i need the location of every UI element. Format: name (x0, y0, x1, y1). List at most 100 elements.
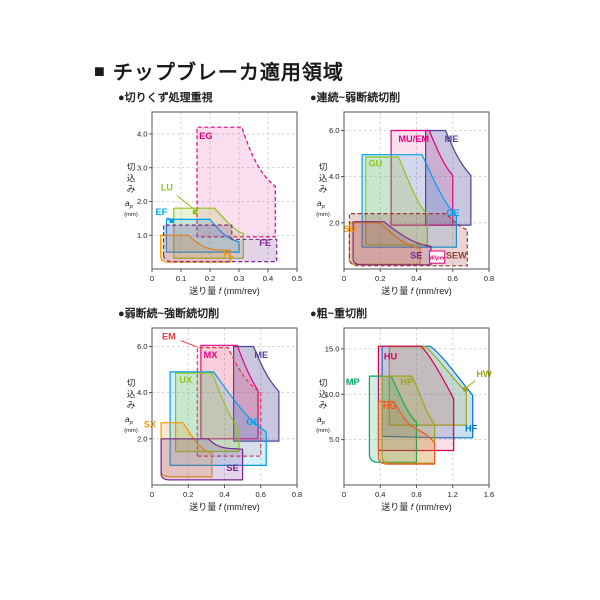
region-label-MX: MX (204, 350, 219, 360)
x-axis-title: 送り量 f (mm/rev) (381, 501, 452, 512)
region-SE (352, 221, 432, 266)
region-label-FL: FL (223, 249, 235, 259)
y-axis-symbol: ap (125, 198, 134, 210)
region-EG (196, 126, 276, 238)
region-label-UX: UX (179, 375, 193, 385)
leader-line-HW (466, 380, 476, 388)
region-label-MP: MP (346, 377, 360, 387)
page-title-text: チップブレーカ適用領域 (112, 62, 344, 84)
chart-canvas-c3: ME MX EM GE UX SX SE 0 0.2 0.4 0.6 0.8 2.0 4.0 6.0 送り量 … (124, 327, 302, 512)
chart-subtitle: ●弱断続~強断続切削 (118, 308, 220, 320)
y-tick-label: 5.0 (329, 435, 340, 444)
x-tick-label: 0.2 (183, 490, 194, 499)
y-axis-title-char: 切 (127, 378, 136, 388)
region-label-HW: HW (476, 369, 492, 379)
y-tick-label: 6.0 (137, 342, 148, 351)
y-tick-label: 2.0 (329, 218, 340, 227)
region-label-GE: GE (446, 208, 459, 218)
region-label-SEW: SEW (446, 251, 467, 261)
y-axis-title-char: み (127, 184, 136, 194)
wiper-badge (429, 250, 446, 264)
region-label-HG: HG (383, 401, 397, 411)
x-tick-label: 1.2 (447, 490, 458, 499)
x-tick-label: 0 (150, 490, 154, 499)
region-ME (233, 345, 280, 442)
x-tick-label: 0.4 (219, 490, 230, 499)
region-label-ME: ME (254, 350, 268, 360)
chart-canvas-c2: Wiper ME MU/EM GE GU SU SE SEW 0 0.2 0.4 0.6 0.8 2.0 4… (316, 111, 495, 296)
region-label-HP: HP (400, 377, 413, 387)
x-tick-label: 0 (150, 274, 154, 283)
y-tick-label: 10.0 (325, 390, 340, 399)
region-FE (163, 224, 278, 263)
x-tick-label: 0.2 (375, 274, 386, 283)
x-tick-label: 0.8 (484, 274, 495, 283)
y-axis-title-char: 込 (319, 389, 328, 399)
region-label-GU: GU (368, 158, 382, 168)
x-tick-label: 0.5 (292, 274, 303, 283)
x-tick-label: 0.4 (263, 274, 274, 283)
region-SE (160, 438, 244, 481)
region-LU (173, 207, 244, 259)
region-label-SE: SE (410, 251, 422, 261)
y-axis-symbol: ap (125, 414, 134, 426)
marker-square-HW (463, 387, 468, 392)
region-label-EM: EM (162, 332, 176, 342)
chart-subtitle: ●粗~重切削 (310, 308, 368, 320)
chart-rough-heavy-cutting: ●粗~重切削 HF HW HU MP HP HG 0 0.4 0.8 1.2 1.6 5.0 10.0 1… (310, 308, 510, 518)
y-axis-symbol: ap (317, 414, 326, 426)
region-ME (425, 129, 472, 226)
y-axis-title-char: み (319, 184, 328, 194)
chart-light-heavy-interrupted: ●弱断続~強断続切削 ME MX EM GE UX SX SE 0 0.2 0.4 0.6 0.8 2.… (118, 308, 318, 518)
x-tick-label: 0 (342, 274, 346, 283)
x-tick-label: 0 (342, 490, 346, 499)
chart-canvas-c1: EG LU EF FL FE 0 0.1 0.2 0.3 0.4 0.5 1.0 2.0 3.0 4.0 送り… (124, 111, 303, 296)
x-axis-title: 送り量 f (mm/rev) (189, 285, 260, 296)
x-axis-title: 送り量 f (mm/rev) (189, 501, 260, 512)
x-tick-label: 0.2 (205, 274, 216, 283)
y-axis-title-char: み (127, 400, 136, 410)
x-tick-label: 0.4 (375, 490, 386, 499)
region-label-EF: EF (155, 207, 167, 217)
chart-canvas-c4: HF HW HU MP HP HG 0 0.4 0.8 1.2 1.6 5.0 10.0 15.0 送り量 … (316, 327, 494, 512)
y-axis-title-char: 込 (319, 173, 328, 183)
region-EF (165, 218, 240, 253)
x-tick-label: 0.1 (176, 274, 187, 283)
region-GE (361, 154, 457, 248)
x-tick-label: 0.8 (411, 490, 422, 499)
region-label-HU: HU (384, 351, 398, 361)
region-label-GE: GE (246, 417, 259, 427)
y-axis-symbol: ap (317, 198, 326, 210)
y-axis-title: 切込み ap (mm) (124, 378, 138, 434)
region-GE (169, 371, 267, 466)
title-square-marker: ■ (94, 60, 106, 81)
page-title: ■ チップブレーカ適用領域 (94, 56, 344, 85)
y-axis-unit: (mm) (316, 212, 330, 218)
region-HG (377, 400, 436, 465)
y-tick-label: 2.0 (137, 434, 148, 443)
y-axis-unit: (mm) (316, 428, 330, 434)
y-axis-title: 切込み ap (mm) (316, 162, 330, 218)
y-tick-label: 4.0 (329, 172, 340, 181)
x-tick-label: 0.6 (255, 490, 266, 499)
wiper-badge-label: Wiper (429, 255, 446, 261)
leader-line-LU (176, 195, 196, 211)
y-tick-label: 4.0 (137, 130, 148, 139)
region-HF (381, 345, 474, 439)
y-axis-title-char: 込 (127, 389, 136, 399)
x-axis-title: 送り量 f (mm/rev) (381, 285, 452, 296)
region-label-MU/EM: MU/EM (398, 134, 429, 144)
y-tick-label: 4.0 (137, 388, 148, 397)
marker-square-EF (169, 218, 174, 223)
y-axis-unit: (mm) (124, 428, 138, 434)
region-MP (368, 375, 418, 463)
y-axis-title-char: 込 (127, 173, 136, 183)
region-FL (160, 234, 231, 263)
chart-subtitle: ●切りくず処理重視 (118, 92, 213, 104)
region-SX (160, 422, 213, 478)
region-label-SX: SX (144, 419, 157, 429)
y-axis-title: 切込み ap (mm) (316, 378, 330, 434)
chart-chip-control: ●切りくず処理重視 EG LU EF FL FE 0 0.1 0.2 0.3 0.4 0.5 1.0 2… (118, 92, 318, 302)
region-HW (388, 346, 467, 426)
y-tick-label: 15.0 (325, 344, 340, 353)
